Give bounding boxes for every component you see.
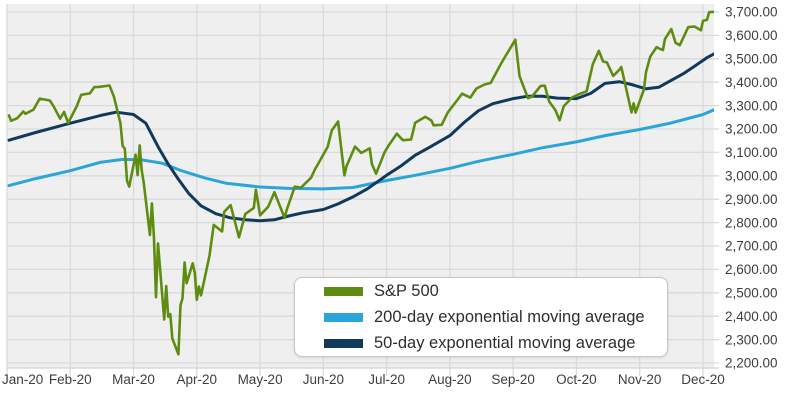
x-axis-label: Jul-20 [368,372,405,387]
y-axis-label: 2,700.00 [725,239,778,254]
legend-swatch-ema200 [324,312,363,322]
y-axis-label: 3,100.00 [725,145,778,160]
sp500-line [7,10,714,356]
y-axis-label: 3,400.00 [725,75,778,90]
x-axis-label: Aug-20 [428,372,472,387]
y-axis-label: 3,500.00 [725,52,778,67]
legend-label-sp500: S&P 500 [374,281,439,300]
x-axis-label: Apr-20 [177,372,218,387]
legend-swatch-ema50 [324,338,363,348]
x-axis-label: Sep-20 [491,372,535,387]
y-axis-label: 3,700.00 [725,5,778,20]
y-axis-label: 2,400.00 [725,309,778,324]
y-axis-label: 3,000.00 [725,169,778,184]
y-axis-label: 2,300.00 [725,332,778,347]
x-axis-label: Oct-20 [556,372,597,387]
x-axis-label: Feb-20 [49,372,92,387]
x-axis-label: Mar-20 [112,372,155,387]
y-axis-label: 2,200.00 [725,356,778,371]
legend-item-sp500: S&P 500 [324,278,667,304]
legend-item-ema50: 50-day exponential moving average [324,330,667,356]
legend-swatch-sp500 [324,286,363,296]
x-axis-label: Dec-20 [681,372,725,387]
x-axis-label: May-20 [238,372,283,387]
legend-label-ema50: 50-day exponential moving average [374,333,636,352]
x-axis-label: Nov-20 [618,372,662,387]
y-axis-label: 2,500.00 [725,286,778,301]
x-axis-label: Jan-20 [2,372,43,387]
y-axis-label: 3,200.00 [725,122,778,137]
y-axis-label: 3,300.00 [725,98,778,113]
y-axis-label: 2,600.00 [725,262,778,277]
legend: S&P 500 200-day exponential moving avera… [294,277,668,357]
legend-item-ema200: 200-day exponential moving average [324,304,667,330]
legend-label-ema200: 200-day exponential moving average [374,307,645,326]
ema50-line [7,52,714,223]
y-axis-label: 3,600.00 [725,28,778,43]
y-axis-label: 2,900.00 [725,192,778,207]
y-axis-label: 2,800.00 [725,215,778,230]
x-axis-label: Jun-20 [303,372,344,387]
